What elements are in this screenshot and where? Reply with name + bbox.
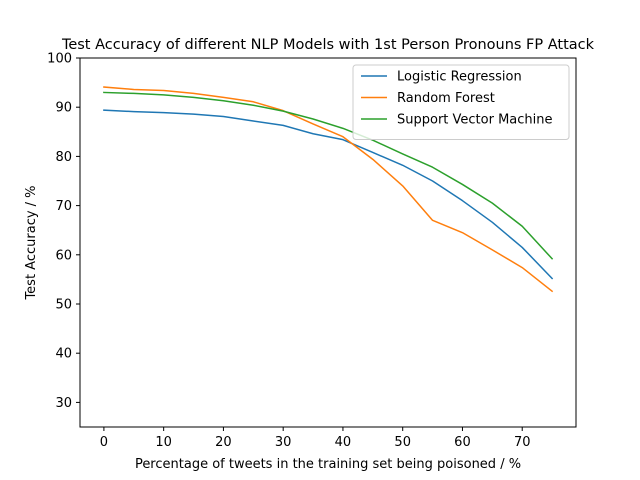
legend-label: Logistic Regression	[397, 70, 522, 85]
x-tick-label: 0	[100, 435, 108, 450]
series-line-3	[103, 91, 554, 260]
x-tick-label: 30	[275, 435, 292, 450]
y-tick-label: 50	[55, 298, 72, 313]
x-tick-label: 70	[514, 435, 531, 450]
y-axis: 30 40 50 60 70 80 90 100	[47, 52, 80, 411]
series-line-1	[103, 109, 554, 280]
x-tick-label: 10	[155, 435, 172, 450]
x-tick-label: 20	[215, 435, 232, 450]
y-tick-label: 60	[55, 248, 72, 263]
chart-title: Test Accuracy of different NLP Models wi…	[61, 37, 595, 53]
axes-frame	[79, 57, 577, 428]
y-axis-label: Test Accuracy / %	[24, 185, 39, 300]
x-axis: 0 10 20 30 40 50 60 70	[100, 427, 531, 450]
x-tick-label: 60	[454, 435, 471, 450]
x-tick-label: 40	[335, 435, 352, 450]
y-tick-label: 40	[55, 347, 72, 362]
y-tick-label: 90	[55, 101, 72, 116]
legend-label: Support Vector Machine	[397, 113, 553, 128]
y-tick-label: 100	[47, 52, 72, 67]
legend: Logistic Regression Random Forest Support …	[352, 64, 570, 140]
legend-label: Random Forest	[397, 91, 495, 106]
x-axis-label: Percentage of tweets in the training set…	[135, 457, 521, 472]
y-tick-label: 70	[55, 199, 72, 214]
x-tick-label: 50	[394, 435, 411, 450]
y-tick-label: 30	[55, 396, 72, 411]
y-tick-label: 80	[55, 150, 72, 165]
plot-area	[103, 86, 554, 293]
legend-box	[352, 64, 570, 140]
series-line-2	[103, 86, 554, 293]
